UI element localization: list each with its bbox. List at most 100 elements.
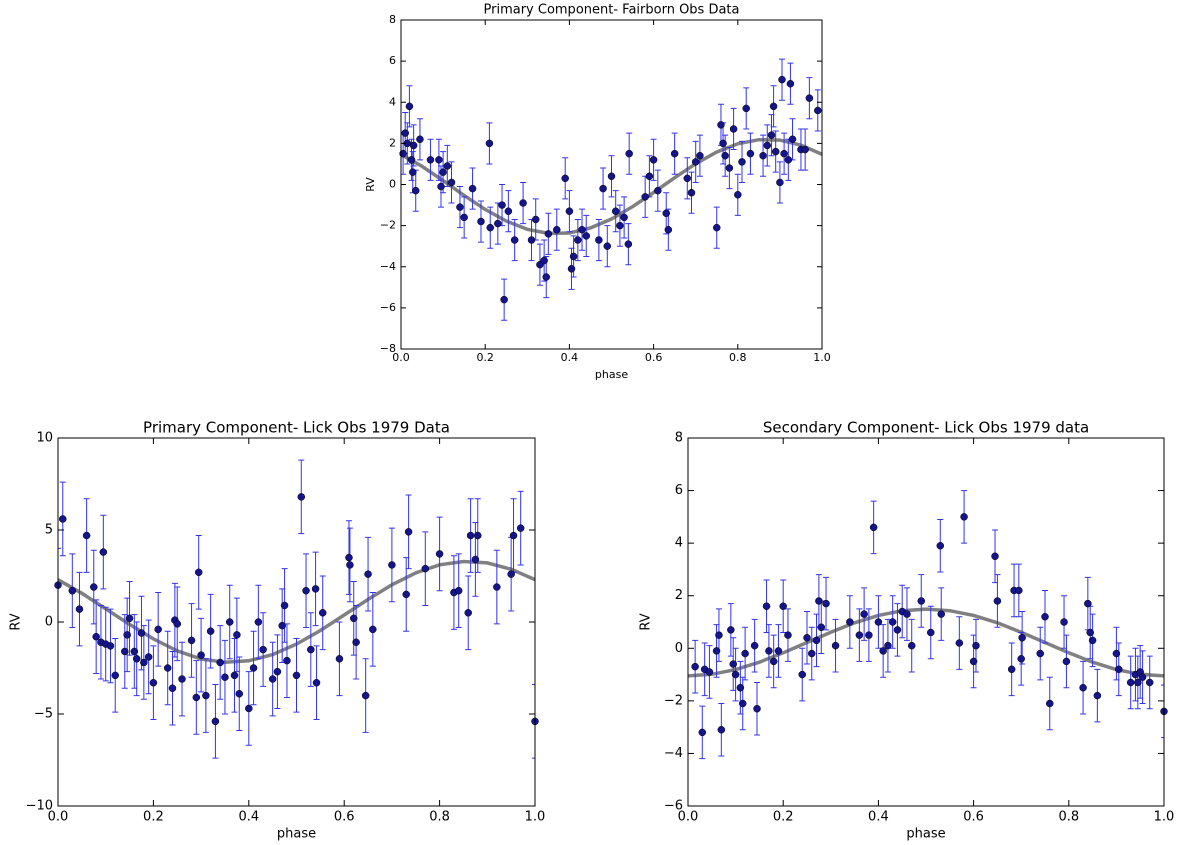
point <box>1015 586 1023 595</box>
point <box>130 647 139 656</box>
point <box>738 158 746 166</box>
point <box>784 156 793 164</box>
point <box>713 223 721 232</box>
point <box>691 662 699 671</box>
point <box>625 149 633 158</box>
point <box>727 626 735 634</box>
point <box>603 242 612 250</box>
point <box>721 151 729 160</box>
point <box>352 638 360 646</box>
point <box>698 728 707 737</box>
point <box>567 265 576 273</box>
point <box>607 172 616 181</box>
point <box>468 184 477 193</box>
point <box>178 675 186 683</box>
point <box>786 79 795 88</box>
point <box>426 156 435 164</box>
point <box>955 639 964 647</box>
y-tick-label: −6 <box>664 799 683 814</box>
point <box>582 232 590 240</box>
error-bar <box>532 684 535 759</box>
point <box>154 625 162 634</box>
point <box>233 631 241 639</box>
point <box>1086 628 1094 637</box>
x-tick-label: 0.4 <box>561 351 579 364</box>
point <box>776 178 784 187</box>
point <box>972 641 980 650</box>
point <box>683 174 692 183</box>
point <box>822 599 830 608</box>
point <box>280 601 289 610</box>
point <box>803 634 811 642</box>
point <box>540 256 548 265</box>
point <box>283 656 291 665</box>
point <box>742 104 750 113</box>
x-tick-label: 1.0 <box>813 351 831 364</box>
point <box>759 151 767 160</box>
point <box>421 564 430 573</box>
subplot: Primary Component- Lick Obs 1979 Data pha… <box>9 419 546 842</box>
y-axis-label: RV <box>9 613 24 630</box>
point <box>649 156 658 164</box>
point <box>443 162 452 170</box>
point <box>750 641 759 650</box>
point <box>542 273 550 281</box>
point <box>311 585 320 593</box>
x-tick-label: 0.8 <box>729 351 747 364</box>
point <box>960 513 968 521</box>
point <box>507 570 515 578</box>
point <box>616 221 624 230</box>
point <box>121 647 129 656</box>
point <box>624 240 633 248</box>
point <box>268 675 277 683</box>
point <box>903 610 911 618</box>
point <box>1046 699 1054 708</box>
y-tick-label: 2 <box>675 588 683 603</box>
point <box>705 668 714 676</box>
point <box>471 555 480 564</box>
point <box>769 102 778 111</box>
point <box>798 670 806 679</box>
point <box>774 647 783 655</box>
point <box>349 614 358 623</box>
point <box>763 141 772 150</box>
point <box>1079 683 1087 692</box>
y-tick-label: 6 <box>675 483 683 498</box>
point <box>544 230 553 238</box>
point <box>82 531 91 540</box>
point <box>206 627 215 635</box>
y-tick-label: −5 <box>34 707 53 722</box>
point <box>696 151 704 160</box>
point <box>815 597 823 605</box>
point <box>292 671 301 680</box>
point <box>416 135 424 144</box>
point <box>869 523 878 532</box>
point <box>736 683 745 692</box>
point <box>1145 678 1154 687</box>
point <box>719 139 727 148</box>
y-tick-label: 2 <box>389 136 396 149</box>
point <box>927 628 935 637</box>
point <box>780 149 788 158</box>
point <box>771 147 780 156</box>
point <box>409 168 417 176</box>
point <box>509 531 518 540</box>
point <box>516 524 525 532</box>
point <box>846 618 854 626</box>
point <box>318 609 327 617</box>
point <box>860 610 868 618</box>
point <box>654 186 662 195</box>
point <box>1041 612 1049 621</box>
y-tick-label: −2 <box>664 693 683 708</box>
point <box>762 602 771 610</box>
x-tick-label: 0.2 <box>476 351 494 364</box>
point <box>454 586 463 595</box>
point <box>814 106 822 115</box>
point <box>620 213 628 222</box>
point <box>346 561 354 569</box>
point <box>402 590 410 599</box>
point <box>1036 649 1044 658</box>
point <box>741 649 749 658</box>
point <box>68 586 77 595</box>
